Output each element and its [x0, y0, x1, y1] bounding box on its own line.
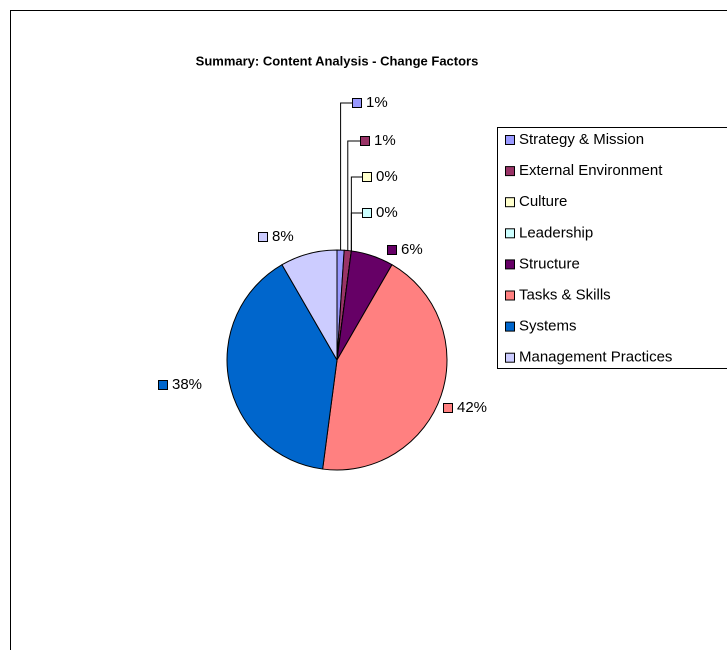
legend-swatch: [505, 321, 515, 332]
data-label: 0%: [376, 204, 398, 221]
data-label: 42%: [457, 399, 487, 416]
legend-swatch: [505, 259, 515, 270]
data-label: 8%: [272, 228, 294, 245]
legend-label: Strategy & Mission: [519, 131, 644, 148]
legend-label: Structure: [519, 255, 580, 272]
legend-swatch: [505, 197, 515, 208]
data-label: 6%: [401, 241, 423, 258]
data-label: 1%: [366, 94, 388, 111]
chart-title: Summary: Content Analysis - Change Facto…: [196, 53, 479, 68]
data-label: 0%: [376, 168, 398, 185]
legend-label: Leadership: [519, 224, 593, 241]
leader-line: [347, 140, 361, 251]
pie-slice: [226, 264, 338, 470]
legend-label: Culture: [519, 193, 567, 210]
legend-swatch: [505, 228, 515, 239]
label-swatch: [387, 245, 397, 255]
leader-line: [340, 102, 353, 251]
legend-label: External Environment: [519, 162, 663, 179]
legend-label: Systems: [519, 318, 577, 335]
legend-swatch: [505, 135, 515, 145]
legend-swatch: [505, 166, 515, 177]
leader-line: [350, 212, 363, 251]
legend-label: Tasks & Skills: [519, 286, 611, 303]
data-label: 38%: [172, 376, 202, 393]
label-swatch: [443, 403, 453, 413]
legend-box: [497, 127, 727, 369]
legend-swatch: [505, 290, 515, 301]
label-swatch: [360, 136, 370, 146]
data-label: 1%: [374, 132, 396, 149]
pie-slice: [281, 249, 338, 362]
legend-label: Management Practices: [519, 349, 672, 366]
legend-swatch: [505, 352, 515, 363]
label-swatch: [362, 172, 372, 182]
label-swatch: [362, 208, 372, 218]
label-swatch: [258, 232, 268, 242]
label-swatch: [158, 380, 168, 390]
pie-slice: [322, 264, 448, 471]
label-swatch: [352, 98, 362, 108]
